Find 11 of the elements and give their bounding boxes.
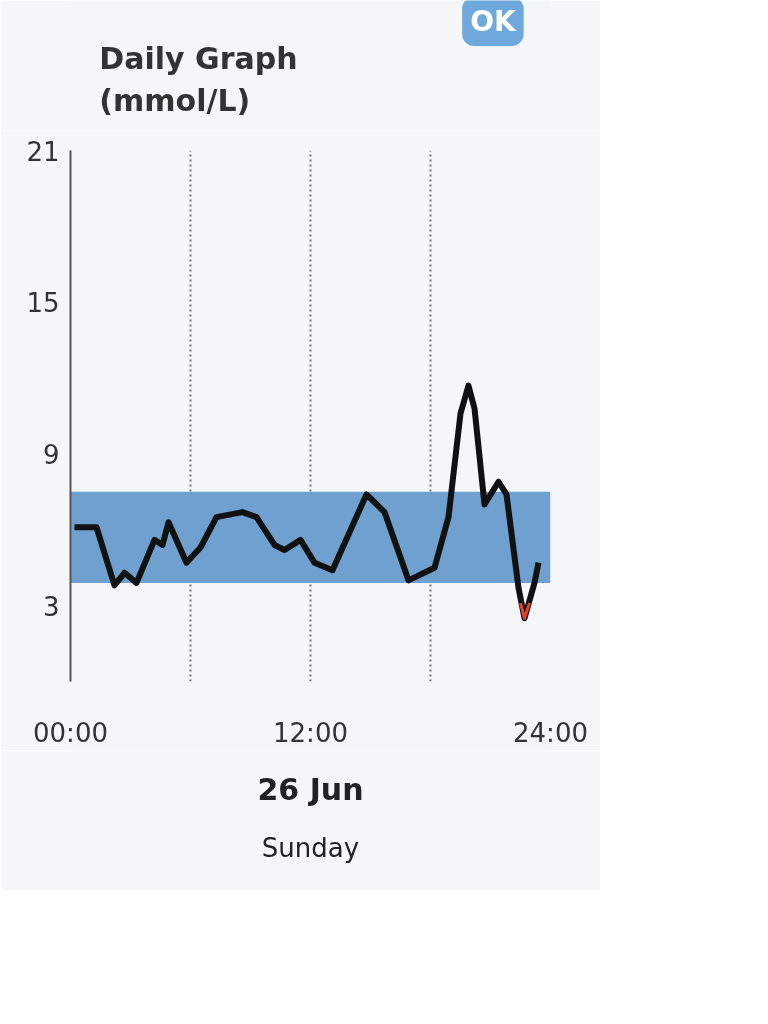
y-tick-label: 9 xyxy=(42,439,60,470)
chart-title: Daily Graph (mmol/L) xyxy=(99,40,298,118)
text: OK xyxy=(470,5,517,38)
text: 26 Jun xyxy=(257,771,364,807)
x-tick-label: 24:00 xyxy=(513,717,588,748)
y-tick-label: 21 xyxy=(26,136,60,167)
text: Sunday xyxy=(261,832,360,863)
x-tick-label: 12:00 xyxy=(273,717,348,748)
y-tick-label: 15 xyxy=(26,288,60,319)
y-tick-label: 3 xyxy=(42,591,60,622)
x-tick-label: 00:00 xyxy=(33,717,108,748)
